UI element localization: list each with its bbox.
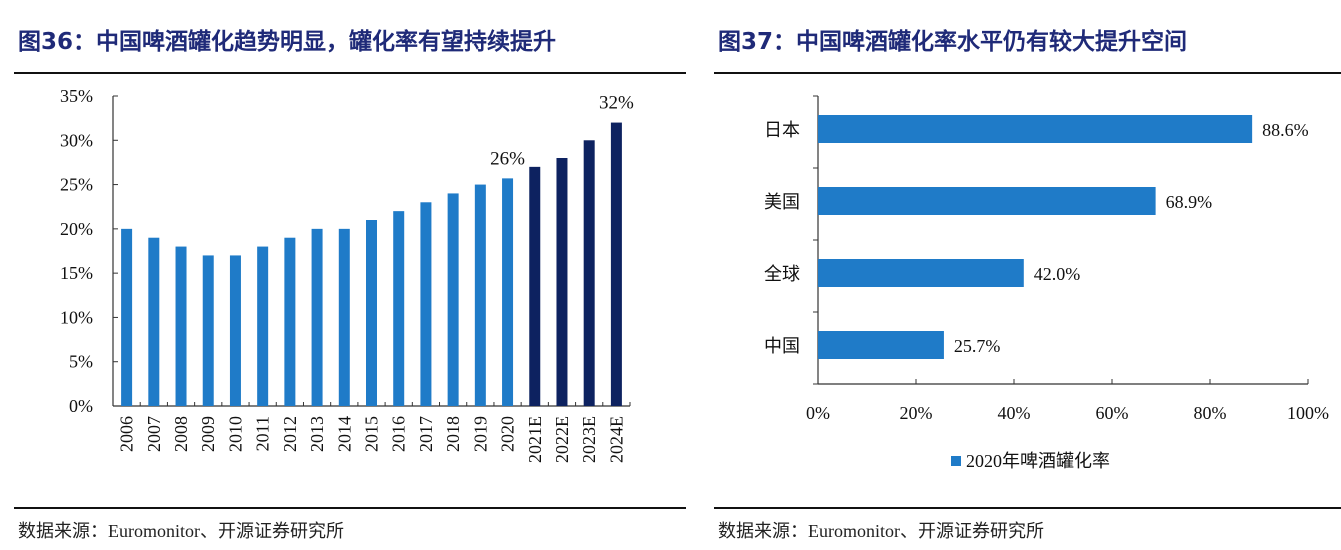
y-tick-label: 30% <box>60 130 93 150</box>
x-tick-label: 2018 <box>443 416 463 452</box>
y-tick-label: 35% <box>60 86 93 106</box>
y-tick-label: 0% <box>69 396 93 416</box>
bar-2020 <box>502 178 514 406</box>
x-tick-label: 2006 <box>117 416 137 452</box>
bar-2018 <box>447 193 459 406</box>
x-tick-label: 2020 <box>498 416 518 452</box>
bar-2017 <box>420 202 432 406</box>
x-tick-label: 2007 <box>144 416 164 452</box>
data-label: 26% <box>490 148 525 169</box>
x-tick-label: 2022E <box>552 416 572 463</box>
x-tick-label: 2017 <box>416 416 436 452</box>
x-tick-label: 2008 <box>171 416 191 452</box>
left-source: 数据来源：Euromonitor、开源证券研究所 <box>18 521 344 541</box>
bar-2009 <box>202 255 214 406</box>
x-tick-label: 2011 <box>253 416 273 451</box>
bar-2012 <box>284 237 296 406</box>
y-tick-label: 20% <box>60 219 93 239</box>
x-tick-label-right: 100% <box>1287 403 1329 423</box>
x-tick-label-right: 60% <box>1096 403 1129 423</box>
x-tick-label: 2024E <box>606 416 626 463</box>
data-label-right: 88.6% <box>1262 120 1309 140</box>
bar-美国 <box>818 187 1156 215</box>
bar-2011 <box>257 246 269 406</box>
data-label-right: 25.7% <box>954 336 1001 356</box>
x-tick-label: 2010 <box>225 416 245 452</box>
x-tick-label-right: 0% <box>806 403 830 423</box>
legend-swatch <box>951 456 961 466</box>
bar-中国 <box>818 331 944 359</box>
category-label: 美国 <box>764 192 800 212</box>
right-title-rule <box>714 72 1341 74</box>
x-tick-label: 2015 <box>362 416 382 452</box>
x-tick-label: 2009 <box>198 416 218 452</box>
right-source: 数据来源：Euromonitor、开源证券研究所 <box>718 521 1044 541</box>
bar-2008 <box>175 246 187 406</box>
bar-日本 <box>818 115 1253 143</box>
bar-2019 <box>474 184 486 406</box>
bar-2006 <box>121 228 133 406</box>
left-bottom-rule <box>14 507 686 509</box>
bar-全球 <box>818 259 1024 287</box>
left-chart-title: 图36：中国啤酒罐化趋势明显，罐化率有望持续提升 <box>18 29 557 55</box>
bar-2022E <box>556 158 568 406</box>
x-tick-label-right: 40% <box>998 403 1031 423</box>
y-tick-label: 10% <box>60 307 93 327</box>
x-tick-label-right: 80% <box>1194 403 1227 423</box>
x-tick-label: 2016 <box>389 416 409 452</box>
y-tick-label: 5% <box>69 352 93 372</box>
x-tick-label-right: 20% <box>900 403 933 423</box>
bar-2015 <box>366 220 377 406</box>
bar-2021E <box>529 166 541 406</box>
bar-2010 <box>229 255 241 406</box>
x-tick-label: 2023E <box>579 416 599 463</box>
bar-2007 <box>148 237 160 406</box>
legend-label: 2020年啤酒罐化率 <box>966 451 1110 471</box>
data-label-right: 68.9% <box>1166 192 1213 212</box>
x-tick-label: 2013 <box>307 416 327 452</box>
category-label: 全球 <box>764 264 800 284</box>
bar-2014 <box>338 228 350 406</box>
x-tick-label: 2014 <box>334 416 354 452</box>
x-tick-label: 2019 <box>470 416 490 452</box>
y-tick-label: 15% <box>60 263 93 283</box>
category-label: 日本 <box>764 120 800 140</box>
bar-2013 <box>311 228 323 406</box>
bar-2016 <box>393 211 405 406</box>
right-bottom-rule <box>714 507 1341 509</box>
y-tick-label: 25% <box>60 175 93 195</box>
category-label: 中国 <box>764 336 800 356</box>
data-label-right: 42.0% <box>1034 264 1081 284</box>
data-label: 32% <box>599 93 634 114</box>
bar-2024E <box>610 122 622 407</box>
x-tick-label: 2012 <box>280 416 300 452</box>
x-tick-label: 2021E <box>525 416 545 463</box>
bar-2023E <box>583 140 595 407</box>
left-title-rule <box>14 72 686 74</box>
right-chart-title: 图37：中国啤酒罐化率水平仍有较大提升空间 <box>718 29 1188 55</box>
